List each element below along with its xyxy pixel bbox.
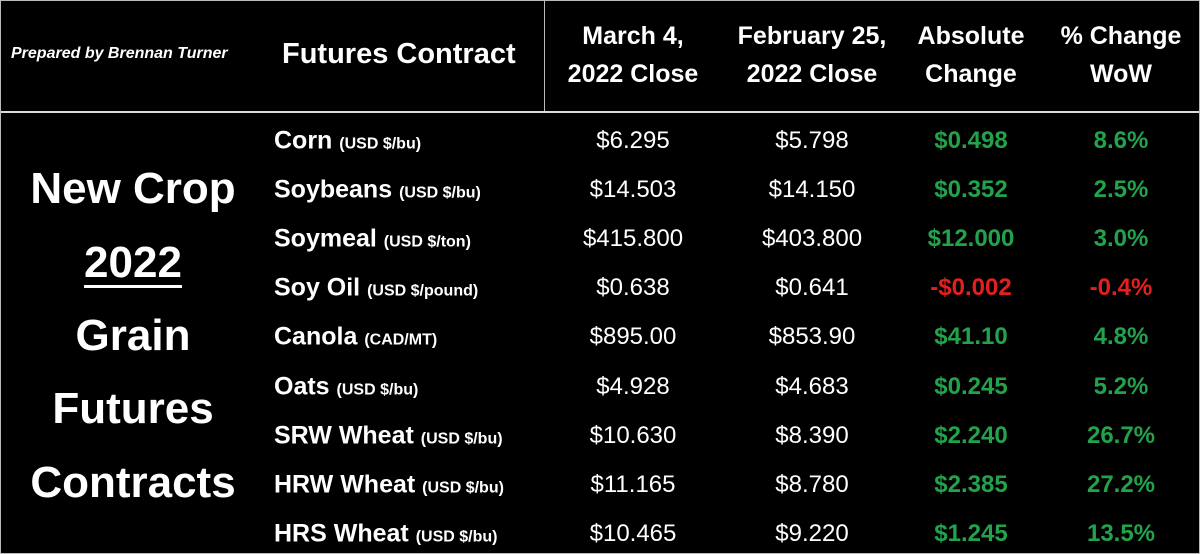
side-title: Grain bbox=[75, 311, 191, 360]
row-name: Oats (USD $/bu) bbox=[274, 372, 418, 401]
side-title: 2022 bbox=[84, 238, 182, 287]
column-header: Absolute Change bbox=[918, 17, 1025, 93]
cell: $8.390 bbox=[775, 421, 849, 449]
row-name: HRS Wheat (USD $/bu) bbox=[274, 519, 497, 548]
row-name: Soymeal (USD $/ton) bbox=[274, 225, 471, 254]
row-name: HRW Wheat (USD $/bu) bbox=[274, 470, 504, 499]
commodity: Oats bbox=[274, 372, 330, 400]
header-line: 2022 Close bbox=[746, 60, 878, 88]
header-line: Change bbox=[925, 60, 1017, 88]
cell: $1.245 bbox=[934, 519, 1008, 547]
unit: (USD $/bu) bbox=[420, 430, 503, 448]
unit: (USD $/pound) bbox=[367, 282, 479, 300]
cell: $8.780 bbox=[775, 470, 849, 498]
divider bbox=[544, 1, 545, 111]
header-line: Absolute bbox=[917, 22, 1025, 50]
cell: 8.6% bbox=[1093, 127, 1149, 154]
row-name: Canola (CAD/MT) bbox=[274, 323, 437, 352]
unit: (USD $/bu) bbox=[415, 528, 498, 546]
cell: $853.90 bbox=[768, 323, 856, 351]
commodity: Canola bbox=[274, 322, 358, 351]
cell: $2.240 bbox=[934, 421, 1008, 449]
commodity: Soybeans bbox=[274, 175, 393, 204]
cell: $14.150 bbox=[768, 176, 856, 204]
cell: $0.641 bbox=[775, 274, 849, 302]
unit: (USD $/bu) bbox=[422, 479, 504, 497]
cell: $0.498 bbox=[934, 127, 1008, 154]
cell: $415.800 bbox=[582, 225, 684, 253]
cell: 26.7% bbox=[1086, 421, 1156, 449]
row-name: Soy Oil (USD $/pound) bbox=[274, 274, 478, 303]
side-title: Contracts bbox=[30, 458, 236, 507]
unit: (USD $/bu) bbox=[336, 381, 419, 398]
cell: $11.165 bbox=[590, 470, 676, 498]
header-line: 2022 Close bbox=[567, 60, 699, 88]
cell: 2.5% bbox=[1093, 176, 1149, 204]
cell: $0.245 bbox=[934, 372, 1008, 400]
cell: $0.638 bbox=[596, 274, 670, 302]
cell: 4.8% bbox=[1093, 323, 1149, 351]
cell: $5.798 bbox=[775, 127, 849, 154]
cell: $41.10 bbox=[934, 323, 1008, 351]
cell: $4.928 bbox=[596, 372, 670, 400]
side-title: Futures bbox=[52, 384, 214, 433]
contract-header: Futures Contract bbox=[282, 38, 516, 70]
commodity: Corn bbox=[274, 126, 333, 155]
commodity: Soymeal bbox=[274, 224, 377, 253]
header-line: % Change bbox=[1060, 22, 1182, 50]
row-name: Soybeans (USD $/bu) bbox=[274, 176, 481, 205]
row-name: Corn (USD $/bu) bbox=[274, 127, 421, 156]
cell: $12.000 bbox=[927, 225, 1015, 253]
commodity: SRW Wheat bbox=[274, 421, 414, 450]
header-line: February 25, bbox=[737, 22, 887, 50]
header-line: March 4, bbox=[582, 22, 684, 50]
cell: -0.4% bbox=[1089, 274, 1153, 302]
cell: $10.630 bbox=[589, 421, 677, 449]
cell: $4.683 bbox=[775, 372, 849, 400]
row-name: SRW Wheat (USD $/bu) bbox=[274, 421, 503, 450]
cell: -$0.002 bbox=[930, 274, 1012, 302]
cell: $2.385 bbox=[934, 470, 1008, 498]
divider bbox=[1, 111, 1199, 113]
cell: $9.220 bbox=[775, 519, 849, 547]
cell: 13.5% bbox=[1086, 519, 1156, 547]
column-header: % Change WoW bbox=[1061, 17, 1182, 93]
cell: $14.503 bbox=[589, 176, 677, 204]
cell: $6.295 bbox=[596, 127, 670, 154]
commodity: HRW Wheat bbox=[274, 470, 416, 499]
cell: $10.465 bbox=[589, 519, 677, 547]
column-header: February 25, 2022 Close bbox=[738, 17, 887, 93]
unit: (USD $/bu) bbox=[339, 135, 422, 153]
commodity: HRS Wheat bbox=[274, 519, 409, 548]
cell: 27.2% bbox=[1086, 470, 1156, 498]
header-line: WoW bbox=[1089, 60, 1153, 88]
commodity: Soy Oil bbox=[274, 273, 361, 302]
side-title: New Crop bbox=[30, 164, 236, 213]
cell: $403.800 bbox=[761, 225, 863, 253]
unit: (USD $/bu) bbox=[399, 184, 481, 202]
unit: (USD $/ton) bbox=[383, 233, 471, 251]
cell: 3.0% bbox=[1093, 225, 1149, 253]
unit: (CAD/MT) bbox=[364, 331, 438, 349]
credit: Prepared by Brennan Turner bbox=[11, 45, 228, 62]
column-header: March 4, 2022 Close bbox=[568, 17, 699, 93]
cell: 5.2% bbox=[1093, 372, 1149, 400]
cell: $895.00 bbox=[589, 323, 677, 351]
cell: $0.352 bbox=[934, 176, 1008, 204]
